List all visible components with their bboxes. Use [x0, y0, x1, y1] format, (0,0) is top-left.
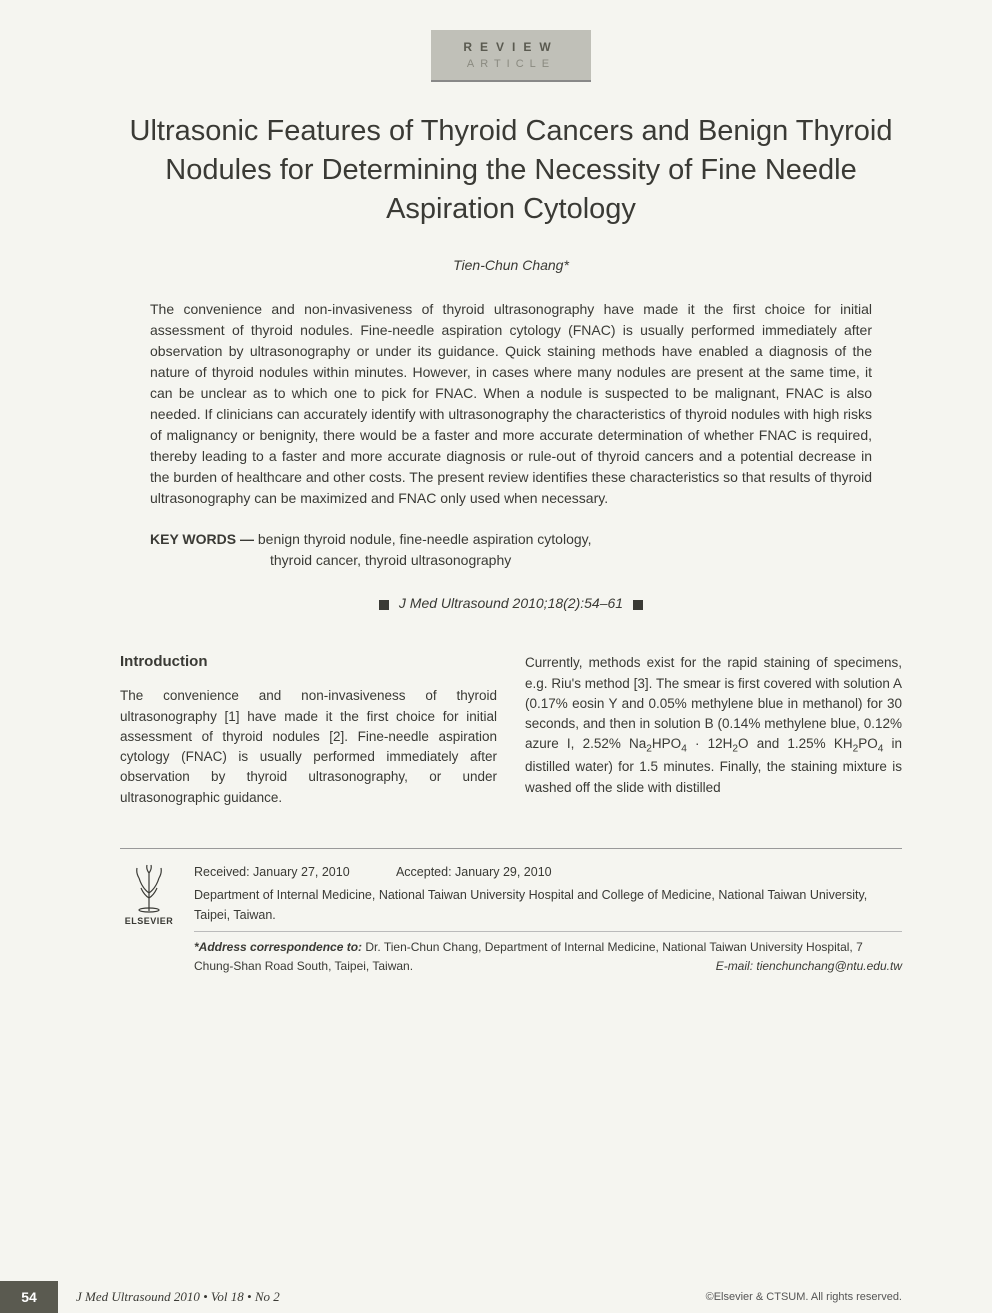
- body-columns: Introduction The convenience and non-inv…: [120, 653, 902, 808]
- square-bullet-icon: [633, 600, 643, 610]
- footer-info: Received: January 27, 2010 Accepted: Jan…: [194, 863, 902, 975]
- publisher-logo: ELSEVIER: [120, 863, 178, 975]
- copyright-text: ©Elsevier & CTSUM. All rights reserved.: [706, 1291, 902, 1303]
- page-footer: 54 J Med Ultrasound 2010 • Vol 18 • No 2…: [0, 1281, 992, 1313]
- keywords-block: KEY WORDS — benign thyroid nodule, fine-…: [150, 529, 872, 571]
- square-bullet-icon: [379, 600, 389, 610]
- badge-line-1: REVIEW: [431, 40, 591, 54]
- correspondence-label: *Address correspondence to:: [194, 940, 362, 954]
- article-footer: ELSEVIER Received: January 27, 2010 Acce…: [120, 848, 902, 975]
- badge-line-2: ARTICLE: [431, 58, 591, 70]
- abstract-text: The convenience and non-invasiveness of …: [150, 299, 872, 509]
- citation-line: J Med Ultrasound 2010;18(2):54–61: [120, 595, 902, 611]
- elsevier-text: ELSEVIER: [120, 915, 178, 929]
- keywords-line-2: thyroid cancer, thyroid ultrasonography: [270, 550, 872, 571]
- affiliation: Department of Internal Medicine, Nationa…: [194, 886, 902, 925]
- citation-text: J Med Ultrasound 2010;18(2):54–61: [399, 595, 623, 611]
- intro-paragraph-1: The convenience and non-invasiveness of …: [120, 686, 497, 808]
- keywords-line-1: benign thyroid nodule, fine-needle aspir…: [258, 531, 592, 547]
- keywords-label: KEY WORDS —: [150, 531, 254, 547]
- elsevier-tree-icon: [124, 863, 174, 913]
- page: REVIEW ARTICLE Ultrasonic Features of Th…: [0, 0, 992, 1313]
- correspondence: *Address correspondence to: Dr. Tien-Chu…: [194, 931, 902, 975]
- article-type-badge: REVIEW ARTICLE: [431, 30, 591, 82]
- article-title: Ultrasonic Features of Thyroid Cancers a…: [120, 112, 902, 229]
- page-number: 54: [0, 1281, 58, 1313]
- correspondence-email: E-mail: tienchunchang@ntu.edu.tw: [716, 957, 902, 976]
- column-right: Currently, methods exist for the rapid s…: [525, 653, 902, 808]
- introduction-heading: Introduction: [120, 653, 497, 670]
- column-left: Introduction The convenience and non-inv…: [120, 653, 497, 808]
- accepted-date: Accepted: January 29, 2010: [396, 865, 552, 879]
- received-date: Received: January 27, 2010: [194, 865, 350, 879]
- journal-footer-text: J Med Ultrasound 2010 • Vol 18 • No 2: [76, 1289, 280, 1305]
- author-line: Tien-Chun Chang*: [120, 257, 902, 273]
- dates-line: Received: January 27, 2010 Accepted: Jan…: [194, 863, 902, 882]
- intro-paragraph-2: Currently, methods exist for the rapid s…: [525, 653, 902, 797]
